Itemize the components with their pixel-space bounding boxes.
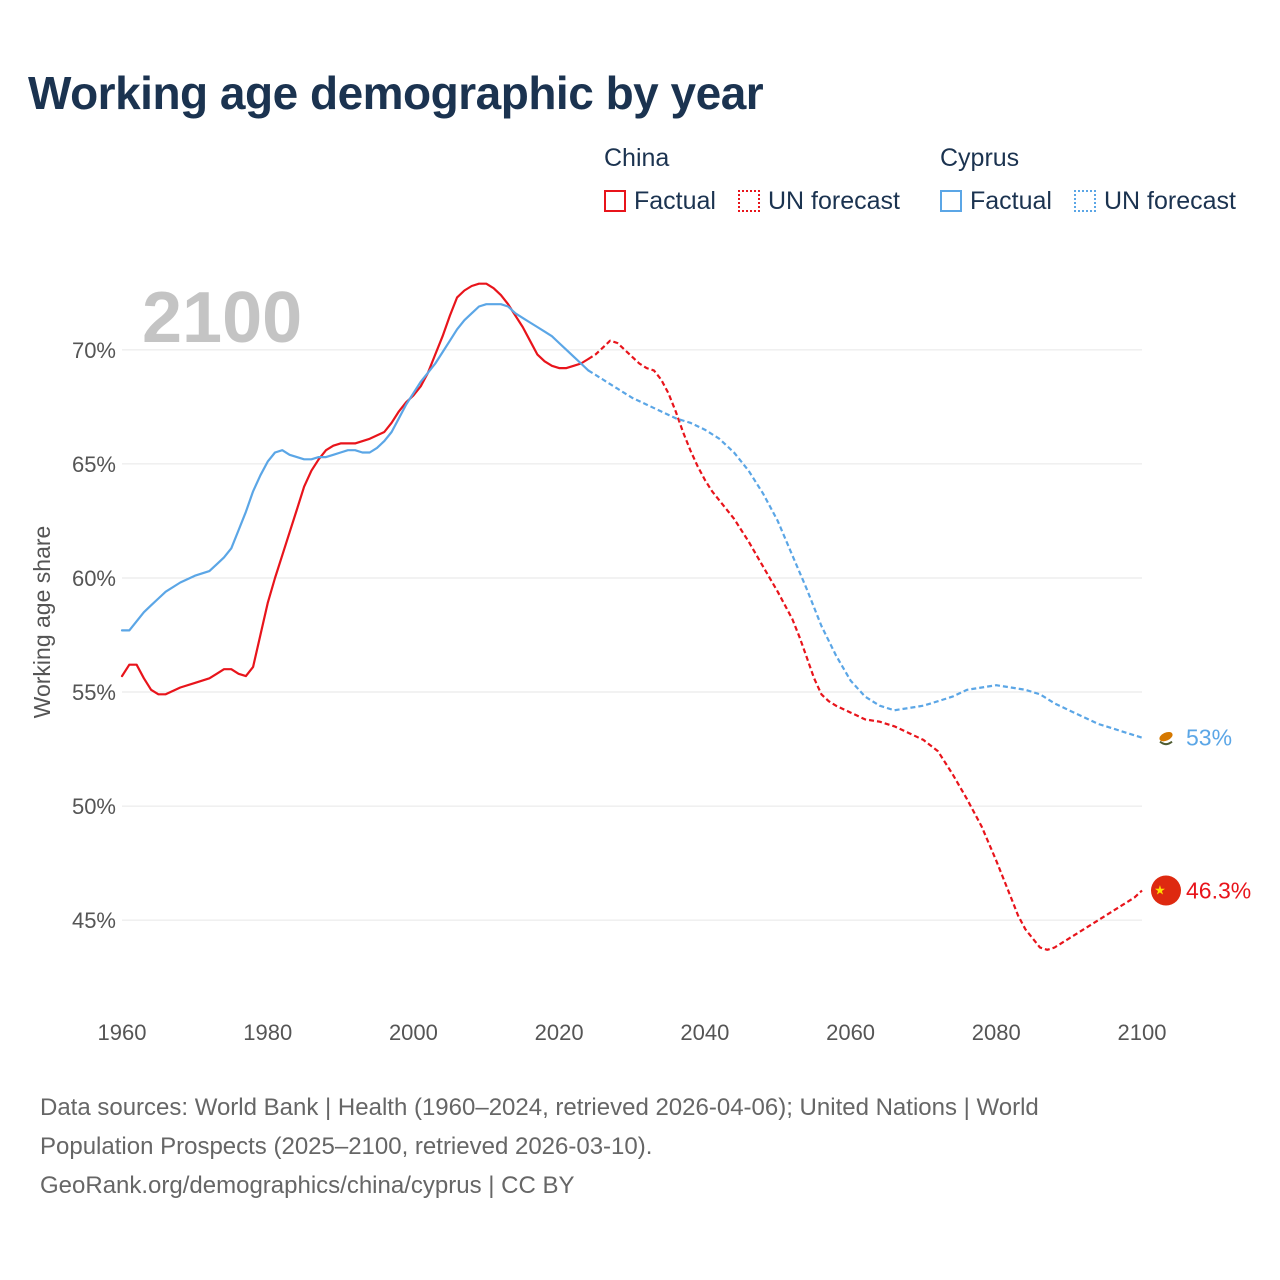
y-tick-label: 55% — [72, 680, 116, 705]
cyprus-factual-line — [120, 303, 590, 632]
x-tick-label: 1960 — [98, 1020, 147, 1045]
y-axis: 45% 50% 55% 60% 65% 70% — [72, 338, 116, 933]
legend-label: UN forecast — [1104, 186, 1236, 215]
footer: Data sources: World Bank | Health (1960–… — [40, 1088, 1240, 1205]
china-flag-icon: ★ — [1151, 875, 1181, 906]
legend-item-cyprus-forecast[interactable]: UN forecast — [1074, 186, 1236, 216]
x-tick-label: 2020 — [535, 1020, 584, 1045]
china-factual-line — [120, 282, 590, 696]
cyprus-island-shape — [1159, 731, 1173, 742]
x-tick-label: 2000 — [389, 1020, 438, 1045]
china-end-label: 46.3% — [1186, 878, 1251, 904]
legend-label: Factual — [970, 186, 1052, 215]
y-tick-label: 50% — [72, 794, 116, 819]
x-tick-label: 1980 — [243, 1020, 292, 1045]
china-flag-star: ★ — [1154, 883, 1166, 898]
year-watermark: 2100 — [142, 278, 302, 358]
legend-swatch-solid — [940, 190, 962, 212]
legend-swatch-solid — [604, 190, 626, 212]
x-tick-label: 2060 — [826, 1020, 875, 1045]
legend-item-cyprus-factual[interactable]: Factual — [940, 186, 1052, 216]
y-tick-label: 60% — [72, 566, 116, 591]
legend-swatch-dotted — [1074, 190, 1096, 212]
cyprus-end-label: 53% — [1186, 725, 1232, 751]
grid-lines — [122, 349, 1142, 921]
legend-item-china-forecast[interactable]: UN forecast — [738, 186, 900, 216]
legend-label: UN forecast — [768, 186, 900, 215]
series-lines — [120, 282, 1143, 951]
x-tick-label: 2080 — [972, 1020, 1021, 1045]
x-axis: 1960 1980 2000 2020 2040 2060 2080 2100 — [98, 1020, 1167, 1045]
end-markers: ★ 46.3% 53% — [1151, 725, 1251, 906]
y-tick-label: 70% — [72, 338, 116, 363]
x-tick-label: 2040 — [680, 1020, 729, 1045]
cyprus-forecast-line — [587, 369, 1143, 739]
x-tick-label: 2100 — [1118, 1020, 1167, 1045]
legend-swatch-dotted — [738, 190, 760, 212]
legend-group-name: China — [604, 144, 670, 172]
chart-title: Working age demographic by year — [28, 67, 764, 119]
y-axis-title: Working age share — [29, 526, 55, 719]
cyprus-olive-branches — [1159, 740, 1173, 746]
y-tick-label: 65% — [72, 452, 116, 477]
y-tick-label: 45% — [72, 908, 116, 933]
legend-item-china-factual[interactable]: Factual — [604, 186, 716, 216]
source-line-1: Data sources: World Bank | Health (1960–… — [40, 1094, 1039, 1121]
china-flag-disc — [1151, 875, 1181, 906]
line-chart: 2100 45% 50% 55% 60% 65% 70% 1960 1980 2000 2020… — [29, 278, 1251, 1045]
attribution-link[interactable]: GeoRank.org/demographics/china/cyprus | … — [40, 1172, 575, 1199]
cyprus-flag-icon — [1159, 731, 1173, 746]
source-line-2: Population Prospects (2025–2100, retriev… — [40, 1133, 653, 1160]
china-forecast-line — [587, 339, 1143, 951]
legend-label: Factual — [634, 186, 716, 215]
legend-group-name: Cyprus — [940, 144, 1020, 172]
